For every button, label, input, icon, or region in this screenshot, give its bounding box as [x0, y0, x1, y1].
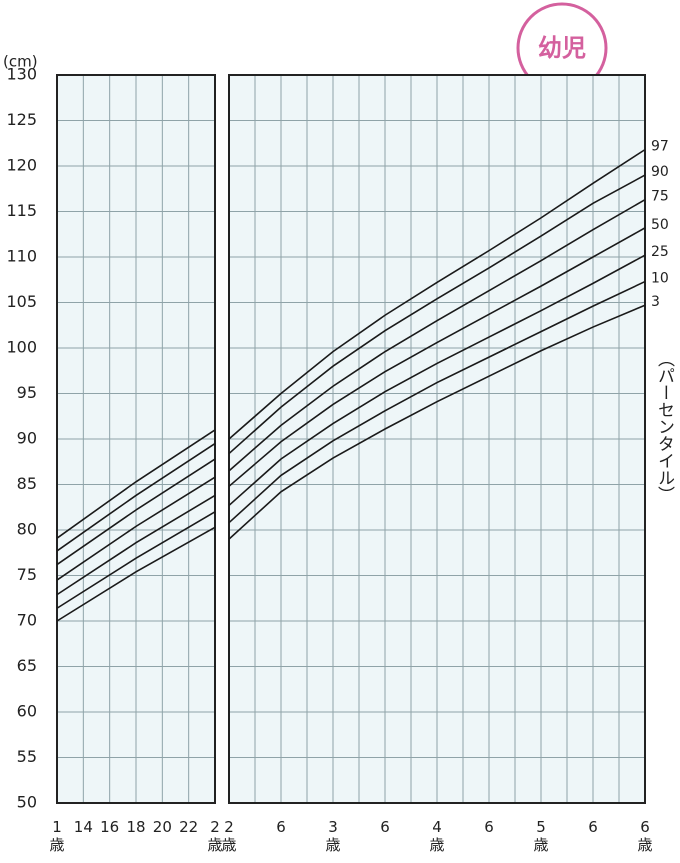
y-tick-label: 65 [17, 656, 37, 675]
percentile-line [56, 442, 216, 552]
y-tick-label: 50 [17, 793, 37, 812]
x-tick-label: 6 [380, 818, 390, 836]
percentile-line [56, 494, 216, 596]
y-tick-label: 90 [17, 429, 37, 448]
percentile-line [228, 198, 646, 472]
legend-label: 90 [651, 164, 669, 180]
x-tick-label: 1 歳 [49, 818, 65, 854]
percentile-line [56, 511, 216, 609]
badge: 幼児 [538, 34, 586, 62]
y-tick-label: 60 [17, 702, 37, 721]
grid [56, 74, 646, 804]
legend-label: 3 [651, 294, 660, 310]
y-axis-unit: (cm) [3, 53, 38, 71]
y-tick-label: 80 [17, 520, 37, 539]
y-tick-label: 120 [6, 156, 37, 175]
percentile-line [228, 254, 646, 507]
y-tick-label: 115 [6, 201, 37, 220]
x-tick-label: 18 [126, 818, 146, 836]
x-tick-label: 5 歳 [533, 818, 549, 854]
y-tick-label: 130 [6, 65, 37, 84]
x-tick-label: 6 歳 [637, 818, 653, 854]
percentile-line [56, 526, 216, 622]
y-tick-label: 70 [17, 611, 37, 630]
x-tick-label: 16 [100, 818, 120, 836]
percentile-line [56, 429, 216, 539]
y-tick-label: 105 [6, 292, 37, 311]
y-tick-label: 55 [17, 747, 37, 766]
percentile-line [228, 174, 646, 455]
legend-title: （パーセンタイル） [654, 350, 674, 503]
x-tick-label: 3 歳 [325, 818, 341, 854]
x-tick-label: 14 [73, 818, 93, 836]
legend-label: 50 [651, 217, 669, 233]
x-tick-label: 2 歳 [221, 818, 237, 854]
x-tick-label: 6 [484, 818, 494, 836]
legend-label: 97 [651, 139, 669, 155]
legend-label: 75 [651, 189, 669, 205]
x-tick-label: 22 [179, 818, 199, 836]
y-tick-label: 100 [6, 338, 37, 357]
y-tick-label: 75 [17, 565, 37, 584]
y-tick-label: 110 [6, 247, 37, 266]
y-tick-label: 125 [6, 110, 37, 129]
plot-frame [56, 74, 216, 804]
legend-label: 25 [651, 244, 669, 260]
legend-label: 10 [651, 271, 669, 287]
percentile-line [228, 304, 646, 540]
percentile-line [228, 280, 646, 524]
x-tick-label: 2 歳 [207, 818, 223, 854]
percentile-line [228, 227, 646, 487]
x-tick-label: 6 [276, 818, 286, 836]
x-tick-label: 4 歳 [429, 818, 445, 854]
percentile-line [56, 476, 216, 581]
y-tick-label: 85 [17, 474, 37, 493]
x-tick-label: 6 [588, 818, 598, 836]
percentile-line [56, 458, 216, 566]
percentile-line [228, 148, 646, 440]
x-tick-label: 20 [152, 818, 172, 836]
y-tick-label: 95 [17, 383, 37, 402]
